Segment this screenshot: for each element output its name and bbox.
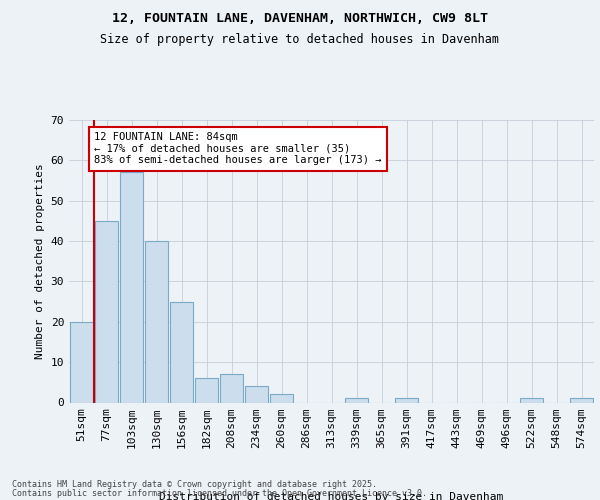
- Bar: [395, 398, 418, 402]
- Text: 12, FOUNTAIN LANE, DAVENHAM, NORTHWICH, CW9 8LT: 12, FOUNTAIN LANE, DAVENHAM, NORTHWICH, …: [112, 12, 488, 26]
- X-axis label: Distribution of detached houses by size in Davenham: Distribution of detached houses by size …: [160, 492, 503, 500]
- Bar: [520, 398, 543, 402]
- Bar: [195, 378, 218, 402]
- Bar: [95, 221, 118, 402]
- Bar: [220, 374, 243, 402]
- Text: Contains HM Land Registry data © Crown copyright and database right 2025.: Contains HM Land Registry data © Crown c…: [12, 480, 377, 489]
- Text: Size of property relative to detached houses in Davenham: Size of property relative to detached ho…: [101, 32, 499, 46]
- Bar: [70, 322, 93, 402]
- Bar: [570, 398, 593, 402]
- Y-axis label: Number of detached properties: Number of detached properties: [35, 164, 45, 359]
- Bar: [120, 172, 143, 402]
- Bar: [170, 302, 193, 402]
- Bar: [270, 394, 293, 402]
- Text: 12 FOUNTAIN LANE: 84sqm
← 17% of detached houses are smaller (35)
83% of semi-de: 12 FOUNTAIN LANE: 84sqm ← 17% of detache…: [94, 132, 382, 166]
- Bar: [345, 398, 368, 402]
- Text: Contains public sector information licensed under the Open Government Licence v3: Contains public sector information licen…: [12, 489, 427, 498]
- Bar: [145, 241, 168, 402]
- Bar: [245, 386, 268, 402]
